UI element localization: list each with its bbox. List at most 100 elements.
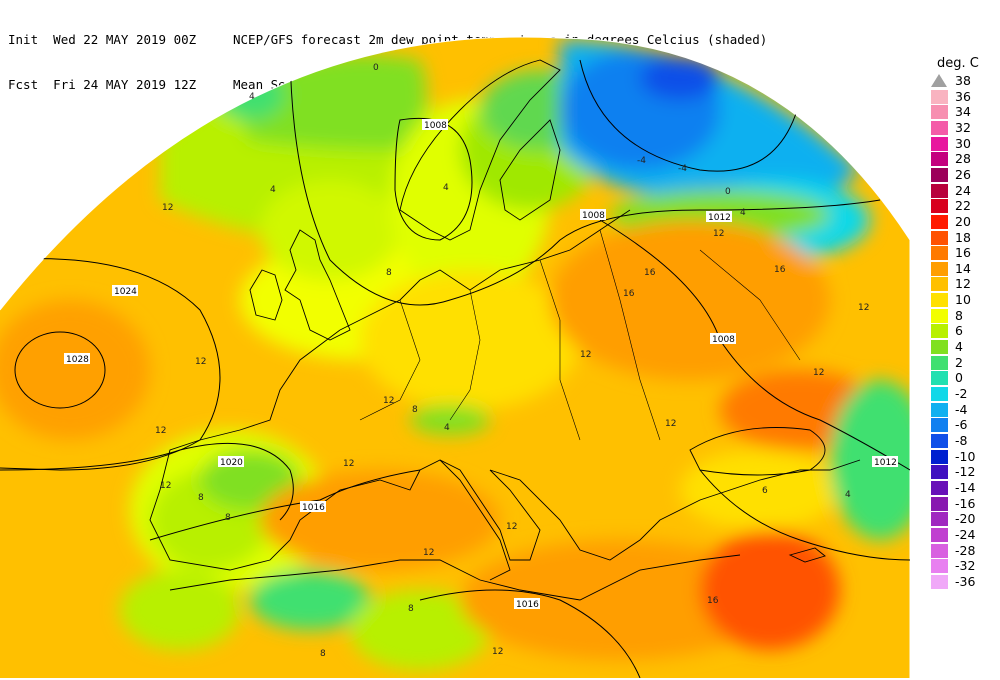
legend-swatch xyxy=(931,246,948,261)
map-frame xyxy=(0,36,911,678)
isobar-label: 1016 xyxy=(300,501,326,513)
isobar-label: 1020 xyxy=(218,456,244,468)
legend-label: 16 xyxy=(955,245,971,261)
dewpoint-label: 4 xyxy=(444,423,450,433)
legend-label: -8 xyxy=(955,432,968,448)
dewpoint-label: -4 xyxy=(637,156,646,166)
legend-label: 8 xyxy=(955,307,963,323)
dewpoint-label: 12 xyxy=(813,368,824,378)
legend-label: -28 xyxy=(955,542,976,558)
legend-swatch xyxy=(931,340,948,355)
legend-swatch xyxy=(931,230,948,245)
legend-swatch xyxy=(931,449,948,464)
legend-label: 18 xyxy=(955,229,971,245)
legend-swatch xyxy=(931,355,948,370)
legend-label: 20 xyxy=(955,213,971,229)
dewpoint-label: 16 xyxy=(623,289,635,299)
legend-swatch xyxy=(931,371,948,386)
legend-label: -20 xyxy=(955,511,976,527)
legend-swatch xyxy=(931,574,948,589)
isobar-label: 1008 xyxy=(710,333,736,345)
isobar-label: 1028 xyxy=(64,353,90,365)
legend-swatch xyxy=(931,277,948,292)
dewpoint-label: 8 xyxy=(320,649,326,659)
legend-swatch xyxy=(931,152,948,167)
legend-label: 34 xyxy=(955,104,971,120)
legend-label: 10 xyxy=(955,292,971,308)
legend-label: 0 xyxy=(955,370,963,386)
legend-label: -24 xyxy=(955,526,976,542)
legend-swatch xyxy=(931,433,948,448)
legend-label: 2 xyxy=(955,354,963,370)
dewpoint-label: 12 xyxy=(383,396,394,406)
legend-label: -12 xyxy=(955,464,976,480)
dewpoint-label: 12 xyxy=(713,229,724,239)
dewpoint-label: 8 xyxy=(408,604,414,614)
init-label: Init xyxy=(8,32,39,47)
legend-unit: deg. C xyxy=(937,56,979,71)
isobar-label: 1016 xyxy=(514,598,540,610)
legend-swatch xyxy=(931,527,948,542)
dewpoint-label: 8 xyxy=(198,493,204,503)
isobar-label: 1024 xyxy=(112,285,138,297)
legend-label: -2 xyxy=(955,386,968,401)
dewpoint-label: 4 xyxy=(845,490,851,500)
dewpoint-label: 12 xyxy=(492,647,503,657)
svg-text:1012: 1012 xyxy=(708,213,731,223)
legend-label: 38 xyxy=(955,73,971,88)
dewpoint-label: 12 xyxy=(343,459,354,469)
svg-text:1016: 1016 xyxy=(302,503,325,513)
dewpoint-label: 16 xyxy=(644,268,656,278)
dewpoint-label: 12 xyxy=(195,357,206,367)
fcst-value: Fri 24 MAY 2019 12Z xyxy=(53,77,197,92)
svg-text:1028: 1028 xyxy=(66,355,89,365)
dewpoint-label: 12 xyxy=(858,303,869,313)
isobar-label: 1012 xyxy=(872,456,898,468)
legend-swatch xyxy=(931,512,948,527)
coastlines xyxy=(149,59,861,601)
legend-label: 36 xyxy=(955,88,971,104)
isobar-lines xyxy=(0,37,910,678)
legend-label: 24 xyxy=(955,182,971,198)
dewpoint-label: 8 xyxy=(412,405,418,415)
legend-label: 12 xyxy=(955,276,971,292)
dewpoint-label-group: 0 4 12 12 12 12 8 4 -4 -4 0 4 12 16 16 1… xyxy=(155,63,869,659)
legend-swatch xyxy=(931,402,948,417)
legend-swatch xyxy=(931,214,948,229)
dewpoint-label: 0 xyxy=(373,63,379,73)
init-value: Wed 22 MAY 2019 00Z xyxy=(53,32,197,47)
legend-swatch xyxy=(931,293,948,308)
legend-swatch xyxy=(931,543,948,558)
dewpoint-label: 12 xyxy=(665,419,676,429)
legend-label: 30 xyxy=(955,135,971,151)
dewpoint-label: 4 xyxy=(443,183,449,193)
dewpoint-label: 4 xyxy=(249,92,255,102)
legend-swatch xyxy=(931,136,948,151)
legend-swatch xyxy=(931,183,948,198)
svg-text:1024: 1024 xyxy=(114,287,137,297)
dewpoint-label: 12 xyxy=(155,426,166,436)
fcst-label: Fcst xyxy=(8,77,39,92)
svg-text:1008: 1008 xyxy=(424,121,447,131)
legend-label: -4 xyxy=(955,401,968,417)
legend-swatch xyxy=(931,105,948,120)
dewpoint-label: 8 xyxy=(225,513,231,523)
dewpoint-label: 16 xyxy=(774,265,786,275)
legend-label: 6 xyxy=(955,323,963,339)
legend-swatch xyxy=(931,418,948,433)
legend-swatch xyxy=(931,167,948,182)
legend-label: 4 xyxy=(955,339,963,355)
dewpoint-label: 4 xyxy=(740,208,746,218)
isobar-label-group: 1028 1024 1020 1016 1016 1012 1012 1008 … xyxy=(64,119,898,610)
legend-swatch xyxy=(931,89,948,104)
legend-label: -32 xyxy=(955,558,976,574)
legend-swatch xyxy=(931,199,948,214)
legend-swatch xyxy=(931,308,948,323)
dewpoint-label: 4 xyxy=(270,185,276,195)
legend-label: 28 xyxy=(955,151,971,167)
legend-swatch xyxy=(931,559,948,574)
legend-swatch xyxy=(931,261,948,276)
dewpoint-label: 6 xyxy=(762,486,768,496)
